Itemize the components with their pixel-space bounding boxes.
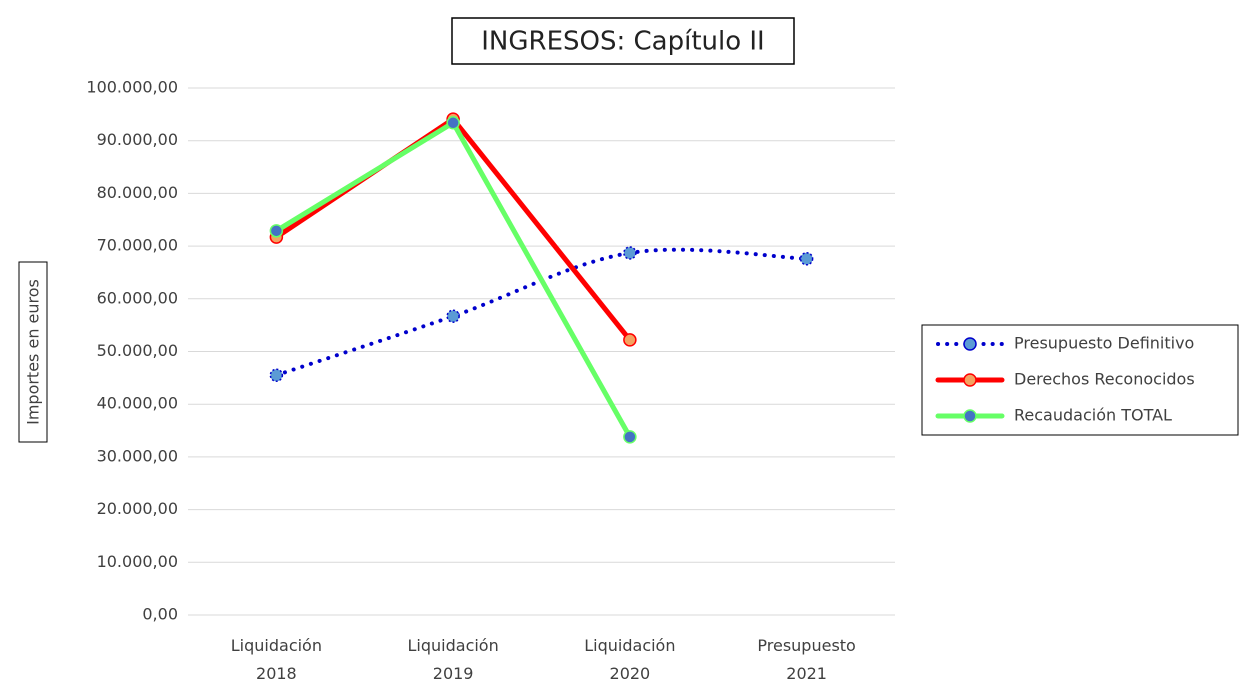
marker <box>623 246 637 260</box>
legend-marker <box>963 409 977 423</box>
y-tick-label: 80.000,00 <box>97 183 178 202</box>
series-line <box>273 115 633 343</box>
y-axis-label: Importes en euros <box>24 279 43 425</box>
marker <box>269 224 284 238</box>
y-tick-label: 50.000,00 <box>97 341 178 360</box>
marker <box>446 309 460 323</box>
y-tick-label: 90.000,00 <box>97 130 178 149</box>
legend-label: Presupuesto Definitivo <box>1014 334 1194 353</box>
marker <box>446 116 460 130</box>
title-box <box>451 17 795 65</box>
legend-marker <box>963 373 977 387</box>
x-tick-label: Liquidación 2019 <box>408 636 499 683</box>
y-tick-label: 70.000,00 <box>97 236 178 255</box>
series-line <box>274 247 809 378</box>
marker <box>799 251 814 266</box>
y-tick-label: 60.000,00 <box>97 288 178 307</box>
y-tick-label: 20.000,00 <box>97 499 178 518</box>
marker <box>623 430 637 444</box>
y-tick-label: 0,00 <box>142 605 178 624</box>
legend-marker <box>963 337 977 351</box>
legend-label: Recaudación TOTAL <box>1014 406 1172 425</box>
marker <box>623 333 637 347</box>
y-label-group: Importes en euros <box>18 261 48 443</box>
y-tick-label: 100.000,00 <box>86 78 178 97</box>
y-tick-label: 40.000,00 <box>97 394 178 413</box>
x-tick-label: Liquidación 2018 <box>231 636 322 683</box>
marker <box>269 368 284 382</box>
series-line <box>273 119 633 440</box>
x-tick-label: Liquidación 2020 <box>584 636 675 683</box>
x-tick-label: Presupuesto 2021 <box>757 636 855 683</box>
y-tick-label: 30.000,00 <box>97 446 178 465</box>
y-tick-label: 10.000,00 <box>97 552 178 571</box>
y-label-box <box>18 261 48 443</box>
chart-title: INGRESOS: Capítulo II <box>481 27 764 57</box>
legend-label: Derechos Reconocidos <box>1014 370 1195 389</box>
